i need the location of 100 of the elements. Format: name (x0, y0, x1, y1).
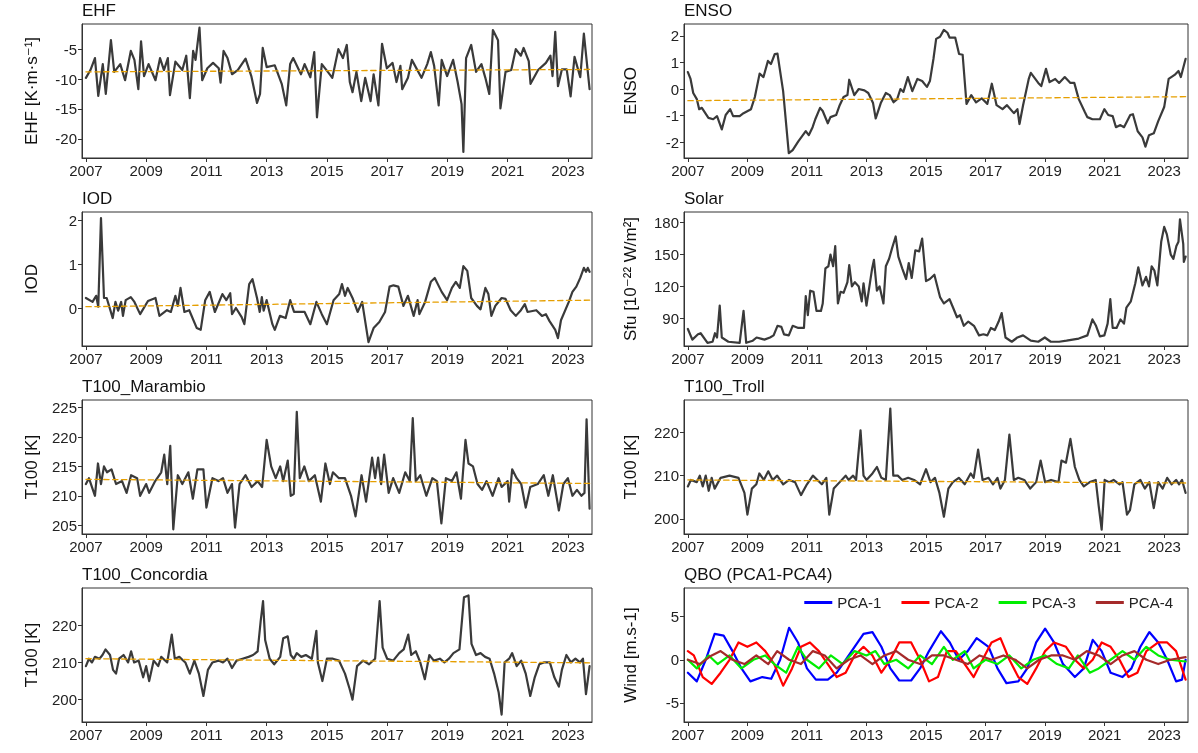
x-tick-label: 2023 (551, 726, 585, 743)
x-tick-label: 2015 (909, 350, 943, 367)
y-axis-title: EHF [K·m·s⁻¹] (22, 36, 41, 146)
x-tick-label: 2017 (370, 350, 404, 367)
x-tick-label: 2017 (968, 538, 1003, 555)
y-tick-label: 150 (653, 246, 679, 264)
legend-label: PCA-4 (1128, 594, 1174, 611)
y-tick-label: -1 (665, 107, 679, 125)
x-tick-label: 2009 (129, 350, 163, 367)
y-tick-label: 200 (653, 510, 679, 528)
x-tick-label: 2023 (1147, 162, 1181, 179)
x-tick-label: 2011 (190, 350, 223, 367)
y-tick-label: 0 (670, 80, 679, 98)
x-tick-label: 2017 (968, 162, 1003, 179)
y-tick-label: 0 (68, 299, 77, 317)
y-tick-label: 210 (653, 467, 679, 485)
line-series (686, 650, 1187, 670)
x-tick-label: 2011 (790, 162, 824, 179)
y-tick-label: 210 (51, 653, 77, 671)
x-tick-label: 2007 (69, 350, 103, 367)
y-tick-label: 2 (670, 27, 679, 45)
x-tick-label: 2009 (730, 162, 765, 179)
x-tick-label: 2021 (490, 350, 525, 367)
x-tick-label: 2019 (1028, 162, 1062, 179)
x-tick-label: 2023 (1147, 350, 1181, 367)
x-tick-label: 2011 (790, 726, 824, 743)
x-tick-label: 2009 (730, 726, 765, 743)
y-tick-label: -10 (55, 70, 77, 88)
x-tick-label: 2013 (849, 350, 884, 367)
y-tick-label: 220 (51, 616, 77, 634)
x-tick-label: 2021 (1087, 538, 1122, 555)
x-tick-label: 2009 (129, 726, 163, 743)
x-tick-label: 2013 (249, 162, 284, 179)
y-tick-label: 5 (670, 608, 679, 626)
x-tick-label: 2019 (430, 726, 465, 743)
x-tick-label: 2007 (69, 162, 103, 179)
x-tick-label: 2007 (671, 162, 705, 179)
y-axis-title: Wind [m.s-1] (621, 607, 640, 703)
x-tick-label: 2015 (909, 538, 943, 555)
y-axis-title: T100 [K] (621, 434, 640, 500)
y-tick-label: 0 (670, 651, 679, 669)
x-tick-label: 2015 (909, 162, 943, 179)
y-tick-label: 2 (68, 212, 77, 230)
x-tick-label: 2017 (370, 162, 404, 179)
line-series (686, 637, 1187, 687)
x-tick-label: 2023 (1147, 538, 1181, 555)
y-axis-title: T100 [K] (22, 622, 41, 688)
chart-title: IOD (82, 189, 113, 208)
x-tick-label: 2021 (490, 162, 525, 179)
y-tick-label: 225 (51, 399, 77, 417)
x-tick-label: 2021 (1087, 350, 1122, 367)
x-tick-label: 2015 (310, 162, 344, 179)
x-tick-label: 2007 (69, 538, 103, 555)
y-axis-title: Sfu [10⁻²² W/m²] (621, 216, 640, 342)
x-tick-label: 2015 (310, 350, 344, 367)
x-tick-label: 2019 (1028, 350, 1062, 367)
legend-label: PCA-2 (934, 594, 979, 611)
x-tick-label: 2017 (370, 538, 404, 555)
y-tick-label: 120 (653, 277, 679, 295)
x-tick-label: 2013 (849, 726, 884, 743)
y-tick-label: -5 (665, 694, 679, 712)
y-tick-label: 200 (51, 691, 77, 709)
chart-title: QBO (PCA1-PCA4) (684, 565, 833, 584)
x-tick-label: 2015 (310, 538, 344, 555)
x-tick-label: 2021 (490, 726, 525, 743)
chart-title: T100_Marambio (82, 377, 206, 396)
x-tick-label: 2017 (370, 726, 404, 743)
chart-title: T100_Concordia (82, 565, 209, 584)
x-tick-label: 2019 (430, 162, 465, 179)
chart-title: T100_Troll (684, 377, 765, 396)
line-series (686, 645, 1187, 674)
y-tick-label: 210 (51, 487, 77, 505)
chart-title: ENSO (684, 1, 733, 20)
x-tick-label: 2021 (1087, 162, 1122, 179)
y-tick-label: 220 (51, 428, 77, 446)
legend-label: PCA-1 (837, 594, 882, 611)
x-tick-label: 2011 (190, 726, 223, 743)
x-tick-label: 2021 (490, 538, 525, 555)
x-tick-label: 2009 (129, 162, 163, 179)
x-tick-label: 2009 (129, 538, 163, 555)
x-tick-label: 2023 (551, 350, 585, 367)
x-tick-label: 2011 (190, 162, 223, 179)
x-tick-label: 2007 (69, 726, 103, 743)
x-tick-label: 2023 (551, 538, 585, 555)
x-tick-label: 2019 (1028, 538, 1062, 555)
line-series (84, 26, 591, 154)
x-tick-label: 2015 (310, 726, 344, 743)
x-tick-label: 2013 (249, 350, 284, 367)
y-tick-label: -15 (55, 100, 77, 118)
x-tick-label: 2021 (1087, 726, 1122, 743)
x-tick-label: 2011 (790, 538, 824, 555)
y-tick-label: 220 (653, 423, 679, 441)
x-tick-label: 2017 (968, 726, 1003, 743)
chart-title: Solar (684, 189, 725, 208)
x-tick-label: 2007 (671, 538, 705, 555)
x-tick-label: 2007 (671, 726, 705, 743)
x-tick-label: 2009 (730, 350, 765, 367)
y-tick-label: 1 (670, 53, 679, 71)
x-tick-label: 2013 (849, 538, 884, 555)
x-tick-label: 2013 (249, 538, 284, 555)
